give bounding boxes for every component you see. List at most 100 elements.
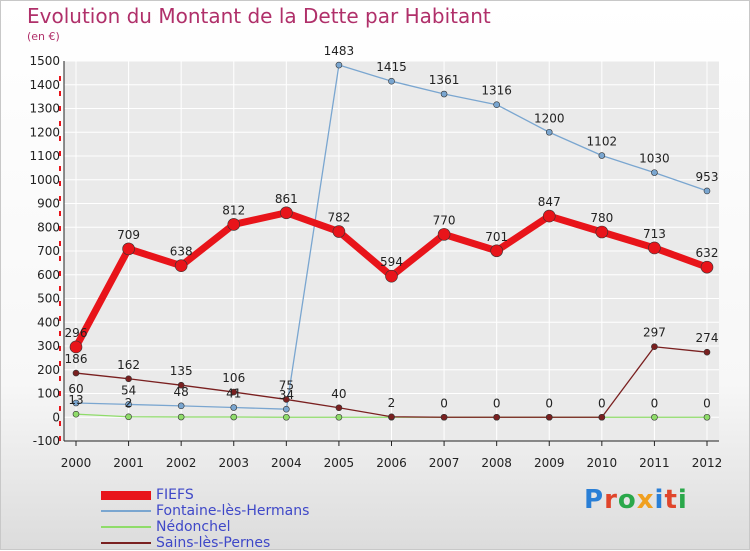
data-label: 1030 — [639, 152, 670, 166]
chart-title: Evolution du Montant de la Dette par Hab… — [27, 4, 491, 28]
data-point — [230, 413, 238, 421]
data-point — [125, 401, 132, 408]
legend: FIEFS Fontaine-lès-Hermans Nédonchel Sains-… — [101, 487, 309, 551]
data-label: 0 — [545, 396, 553, 410]
y-tick-label: -100 — [33, 434, 60, 448]
x-tick-label: 2002 — [166, 456, 197, 470]
logo-letter: o — [617, 485, 637, 515]
y-tick-label: 1000 — [29, 173, 60, 187]
data-point — [493, 101, 500, 108]
legend-item: FIEFS — [101, 487, 309, 503]
data-label: 782 — [327, 211, 350, 225]
data-point — [283, 396, 290, 403]
data-label: 709 — [117, 228, 140, 242]
y-tick-label: 100 — [37, 387, 60, 401]
data-label: 135 — [170, 364, 193, 378]
y-tick-label: 1100 — [29, 149, 60, 163]
data-label: 0 — [651, 396, 659, 410]
data-point — [440, 413, 448, 421]
data-label: 2 — [388, 396, 396, 410]
y-tick-label: 700 — [37, 244, 60, 258]
data-label: 0 — [493, 396, 501, 410]
data-point — [335, 413, 343, 421]
x-tick-label: 2000 — [61, 456, 92, 470]
data-point — [174, 259, 188, 273]
x-tick-label: 2008 — [481, 456, 512, 470]
data-label: 638 — [170, 245, 193, 259]
data-point — [651, 413, 658, 421]
data-point — [125, 375, 132, 383]
y-tick-label: 1200 — [29, 125, 60, 139]
data-label: 296 — [65, 326, 88, 340]
y-tick-label: 1500 — [29, 54, 60, 68]
data-point — [703, 187, 711, 195]
data-label: 60 — [68, 382, 83, 396]
y-tick-label: 400 — [37, 315, 60, 329]
logo-letter: x — [636, 485, 655, 515]
data-point — [335, 404, 343, 412]
logo-letter: i — [677, 485, 688, 515]
y-tick-label: 0 — [52, 410, 60, 424]
data-point — [598, 413, 606, 421]
x-tick-label: 2006 — [376, 456, 407, 470]
legend-item: Sains-lès-Pernes — [101, 535, 309, 551]
data-point — [651, 169, 658, 176]
legend-label: Sains-lès-Pernes — [156, 535, 271, 551]
y-tick-label: 900 — [37, 197, 60, 211]
x-tick-label: 2009 — [534, 456, 565, 470]
legend-swatch — [101, 542, 151, 544]
data-label: 34 — [279, 388, 294, 402]
legend-swatch — [101, 510, 151, 512]
data-point — [703, 348, 711, 356]
data-point — [72, 399, 80, 407]
data-point — [177, 402, 185, 410]
data-point — [69, 340, 83, 354]
x-tick-label: 2012 — [692, 456, 723, 470]
data-label: 847 — [538, 195, 561, 209]
data-point — [177, 413, 185, 421]
data-point — [335, 61, 343, 69]
logo-letter: i — [654, 485, 665, 515]
data-label: 953 — [696, 170, 719, 184]
data-point — [72, 410, 80, 418]
data-label: 162 — [117, 358, 140, 372]
data-point — [230, 388, 238, 396]
data-label: 1483 — [324, 44, 355, 58]
data-label: 54 — [121, 383, 136, 397]
data-point — [703, 413, 711, 421]
x-tick-label: 2004 — [271, 456, 302, 470]
data-point — [385, 269, 398, 283]
y-tick-label: 600 — [37, 268, 60, 282]
data-label: 13 — [68, 393, 83, 407]
data-label: 780 — [590, 211, 613, 225]
data-point — [230, 404, 238, 411]
data-label: 0 — [598, 396, 606, 410]
data-label: 861 — [275, 192, 298, 206]
y-tick-label: 200 — [37, 363, 60, 377]
data-label: 75 — [279, 378, 294, 392]
data-point — [700, 260, 714, 274]
data-point — [595, 225, 609, 239]
legend-item: Fontaine-lès-Hermans — [101, 503, 309, 519]
data-point — [440, 90, 448, 98]
proxiti-logo: Proxiti — [584, 485, 688, 515]
data-label: 701 — [485, 230, 508, 244]
data-label: 1200 — [534, 111, 565, 125]
logo-letter: t — [664, 485, 678, 515]
data-label: 0 — [440, 396, 448, 410]
data-point — [72, 369, 80, 377]
data-label: 1316 — [481, 84, 512, 98]
y-tick-label: 800 — [37, 220, 60, 234]
data-label: 274 — [696, 331, 719, 345]
data-point — [177, 381, 185, 389]
data-point — [490, 244, 503, 258]
x-tick-label: 2007 — [429, 456, 460, 470]
data-point — [598, 152, 606, 159]
data-label: 713 — [643, 227, 666, 241]
x-tick-label: 2010 — [587, 456, 618, 470]
legend-label: Nédonchel — [156, 519, 231, 535]
data-label: 106 — [222, 371, 245, 385]
data-point — [280, 206, 293, 220]
data-label: 186 — [65, 352, 88, 366]
